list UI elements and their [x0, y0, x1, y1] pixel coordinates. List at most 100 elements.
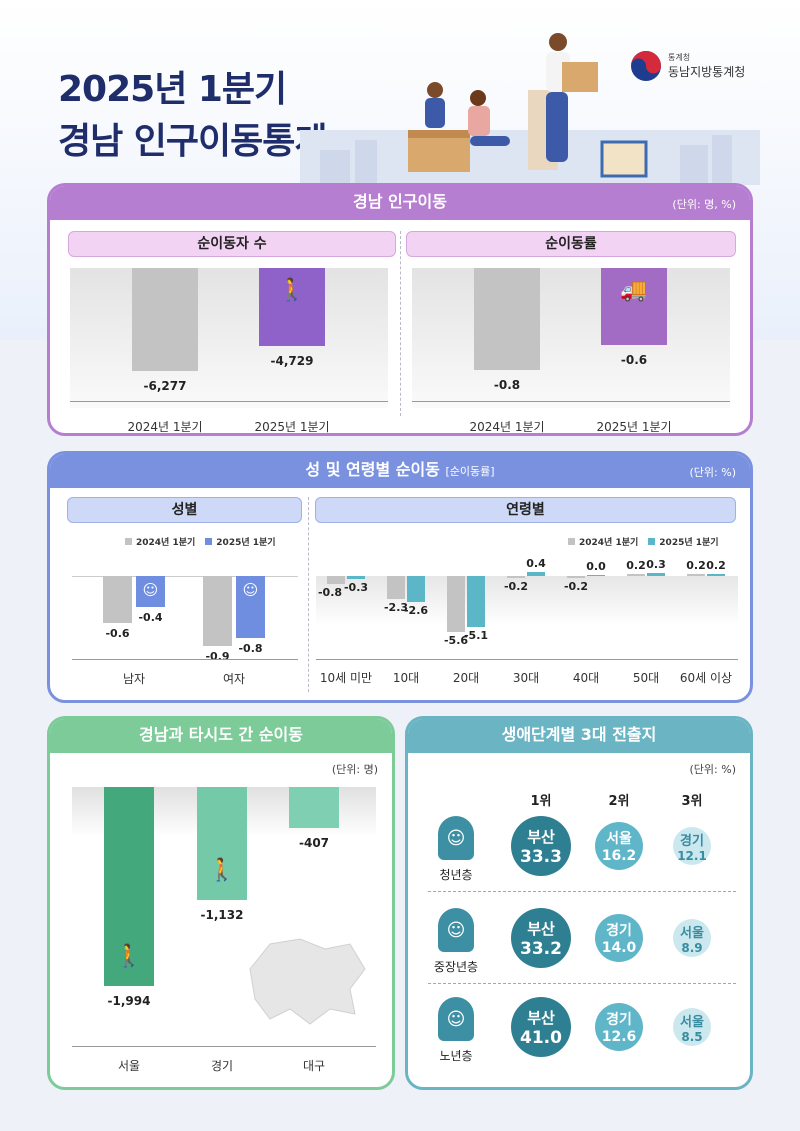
inter-province-panel: 경남과 타시도 간 순이동 (단위: 명) 🚶 -1,994 서울 🚶 -1,132 경기… — [47, 716, 395, 1090]
sex-age-title-note: [순이동률] — [445, 465, 495, 478]
bar-2024년 1분기 — [103, 576, 132, 623]
net-migration-unit: (단위: 명, %) — [672, 198, 736, 211]
destination-name: 경기 — [680, 833, 704, 849]
net-rate-subtitle: 순이동률 — [406, 231, 736, 257]
category-label: 2024년 1분기 — [469, 420, 545, 434]
bar-0: 🚶 — [104, 787, 154, 987]
rank-3-label: 3위 — [681, 794, 703, 809]
net-migration-panel: 경남 인구이동 (단위: 명, %) 순이동자 수 순이동률 -6,277 202… — [47, 183, 753, 436]
rank-1-circle: 부산 33.2 — [511, 908, 571, 968]
inter-province-panel-title: 경남과 타시도 간 순이동 — [50, 719, 392, 753]
bar-value-label: -0.6 — [105, 626, 130, 640]
bar-2024년 1분기 — [627, 574, 645, 576]
walking-person-icon: 🚶 — [208, 857, 236, 883]
zero-line — [316, 576, 738, 626]
axis-line — [72, 659, 298, 660]
sex-age-title-text: 성 및 연령별 순이동 — [305, 460, 440, 479]
sex-legend: 2024년 1분기 2025년 1분기 — [125, 535, 276, 548]
bar-value-label: 0.3 — [646, 558, 666, 571]
rank-1-circle: 부산 41.0 — [511, 997, 571, 1057]
net-rate-chart: -0.8 2024년 1분기 🚚 -0.6 2025년 1분기 — [412, 268, 730, 433]
life-stage-panel-title: 생애단계별 3대 전출지 — [408, 719, 750, 753]
walking-person-icon: 🚶 — [115, 943, 143, 969]
destination-share: 16.2 — [601, 848, 637, 864]
bar-value-label: 0.2 — [686, 559, 706, 572]
bar-value-label: 0.2 — [626, 559, 646, 572]
category-label: 2025년 1분기 — [254, 420, 330, 434]
walking-person-icon: 🚶 — [278, 277, 306, 303]
bar-2025년 1분기: ☺ — [236, 576, 265, 639]
agency-small-label: 통계청 — [668, 53, 691, 62]
bar-value-label: 0.2 — [706, 559, 726, 572]
bar-0 — [474, 268, 540, 371]
page-title: 2025년 1분기 — [58, 69, 287, 110]
category-label: 20대 — [452, 671, 480, 685]
bar-2025년 1분기 — [527, 572, 545, 576]
life-stage-group-label: 중장년층 — [433, 960, 479, 974]
destination-share: 14.0 — [601, 940, 637, 956]
bar-2025년 1분기 — [467, 576, 485, 627]
bar-2024년 1분기 — [507, 576, 525, 578]
destination-share: 41.0 — [520, 1027, 562, 1048]
bar-2024년 1분기 — [327, 576, 345, 584]
legend-2025-swatch — [648, 538, 656, 545]
bar-value-label: -0.2 — [563, 580, 589, 593]
net-migrants-subtitle: 순이동자 수 — [68, 231, 396, 257]
bar-1: 🚶 — [197, 787, 247, 901]
destination-name: 부산 — [527, 919, 555, 938]
bar-2025년 1분기 — [647, 573, 665, 576]
bar-2024년 1분기 — [447, 576, 465, 632]
bar-2024년 1분기 — [203, 576, 232, 646]
bar-2024년 1분기 — [387, 576, 405, 599]
bar-value-label: -0.2 — [503, 580, 529, 593]
bar-value-label: -0.8 — [238, 642, 263, 656]
life-stage-group-label: 청년층 — [439, 868, 473, 882]
bar-value-label: -0.6 — [620, 352, 648, 367]
category-label: 30대 — [512, 671, 540, 685]
legend-2024-swatch — [125, 538, 132, 545]
bar-value-label: -6,277 — [143, 379, 187, 394]
inter-province-unit: (단위: 명) — [331, 763, 378, 776]
rank-2-label: 2위 — [608, 794, 630, 809]
bar-value-label: -4,729 — [270, 353, 314, 368]
woman-icon: ☺ — [242, 581, 259, 599]
rank-2-circle: 서울 16.2 — [595, 822, 643, 870]
legend-2024-label: 2024년 1분기 — [136, 538, 196, 548]
senior-icon: ☺ — [438, 997, 474, 1041]
bar-value-label: -407 — [298, 835, 330, 850]
rank-1-circle: 부산 33.3 — [511, 816, 571, 876]
category-label: 2024년 1분기 — [127, 420, 203, 434]
life-stage-panel: 생애단계별 3대 전출지 (단위: %) 1위 2위 3위 ☺ 청년층 부산 33.3… — [405, 716, 753, 1090]
destination-name: 서울 — [606, 831, 632, 847]
age-subtitle: 연령별 — [315, 497, 736, 523]
man-icon: ☺ — [142, 581, 159, 599]
bar-value-label: 0.0 — [586, 560, 606, 573]
destination-share: 12.6 — [601, 1029, 637, 1045]
bar-value-label: -5.6 — [443, 634, 469, 647]
bar-1: 🚶 — [259, 268, 325, 346]
category-label: 10세 미만 — [319, 671, 373, 685]
legend-2025-label: 2025년 1분기 — [659, 538, 719, 548]
legend-2025-label: 2025년 1분기 — [216, 538, 276, 548]
axis-line — [316, 659, 738, 660]
bar-value-label: 0.4 — [526, 557, 546, 570]
bar-2025년 1분기: ☺ — [136, 576, 165, 608]
destination-name: 경기 — [606, 1012, 632, 1028]
category-label: 남자 — [122, 672, 146, 686]
sex-subtitle: 성별 — [67, 497, 302, 523]
destination-name: 부산 — [527, 1008, 555, 1027]
bar-2024년 1분기 — [567, 576, 585, 578]
destination-share: 8.5 — [681, 1029, 703, 1044]
bar-2025년 1분기 — [407, 576, 425, 602]
rank-2-circle: 경기 12.6 — [595, 1003, 643, 1051]
bar-value-label: -0.3 — [343, 581, 369, 594]
bar-0 — [132, 268, 198, 372]
life-stage-group-label: 노년층 — [439, 1049, 473, 1063]
moving-truck-icon: 🚚 — [620, 277, 648, 303]
rank-2-circle: 경기 14.0 — [595, 914, 643, 962]
net-migrants-chart: -6,277 2024년 1분기 🚶 -4,729 2025년 1분기 — [70, 268, 388, 433]
page-subtitle: 경남 인구이동통계 — [58, 121, 327, 162]
bar-value-label: -2.6 — [403, 604, 429, 617]
rank-1-label: 1위 — [530, 794, 552, 809]
axis-line — [72, 1046, 376, 1047]
